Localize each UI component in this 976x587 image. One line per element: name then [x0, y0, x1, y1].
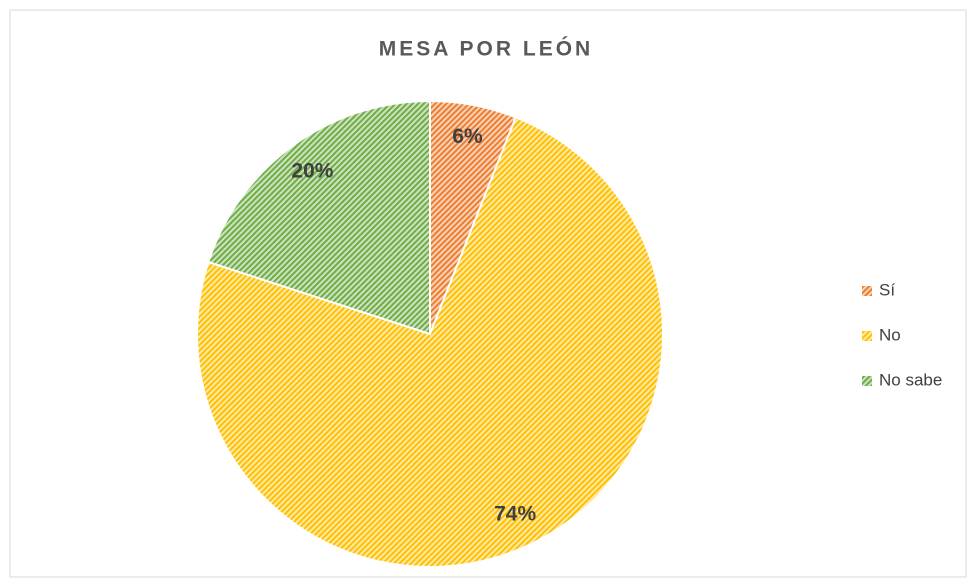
legend-label: No sabe: [879, 370, 942, 389]
chart-title: MESA POR LEÓN: [379, 37, 593, 61]
legend-marker: [862, 376, 872, 386]
pie-slice: [207, 99, 431, 336]
legend-label: Sí: [879, 280, 895, 299]
legend-marker: [862, 286, 872, 296]
data-label: 6%: [452, 125, 483, 148]
legend-marker: [862, 331, 872, 341]
data-label: 74%: [494, 503, 536, 526]
data-label: 20%: [291, 160, 333, 183]
pie-slice: [196, 116, 664, 568]
legend-label: No: [879, 325, 901, 344]
